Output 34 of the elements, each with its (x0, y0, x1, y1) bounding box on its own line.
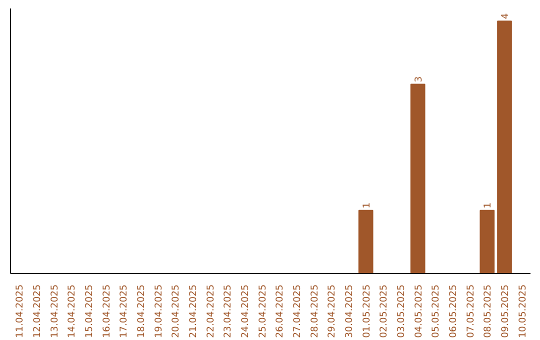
x-tick-label: 09.05.2025 (500, 284, 511, 338)
data-label: 3 (413, 76, 424, 82)
data-label: 1 (361, 202, 372, 208)
x-tick-label: 14.04.2025 (66, 284, 78, 338)
x-tick-label: 22.04.2025 (205, 284, 216, 338)
x-tick-label: 19.04.2025 (153, 284, 164, 338)
x-tick-label: 07.05.2025 (465, 284, 476, 338)
x-tick-label: 03.05.2025 (396, 284, 407, 338)
x-tick-label: 18.04.2025 (136, 284, 147, 338)
x-tick-label: 23.04.2025 (222, 284, 234, 338)
x-tick-label: 27.04.2025 (292, 284, 303, 338)
x-tick-label: 08.05.2025 (482, 284, 494, 338)
x-tick-label: 04.05.2025 (413, 284, 424, 338)
x-tick-label: 02.05.2025 (378, 284, 390, 338)
x-tick-label: 12.04.2025 (32, 284, 43, 338)
x-tick-label: 26.04.2025 (274, 284, 286, 338)
x-tick-label: 16.04.2025 (101, 284, 112, 338)
x-tick-label: 05.05.2025 (430, 284, 442, 338)
x-tick-label: 13.04.2025 (49, 284, 60, 338)
data-label: 1 (482, 202, 494, 208)
x-tick-label: 29.04.2025 (326, 284, 338, 338)
data-label: 4 (500, 13, 511, 20)
x-tick-label: 01.05.2025 (361, 284, 372, 338)
x-tick-label: 17.04.2025 (118, 284, 130, 338)
x-tick-label: 28.04.2025 (309, 284, 320, 338)
x-tick-label: 06.05.2025 (448, 284, 459, 338)
x-tick-label: 15.04.2025 (84, 284, 95, 338)
x-tick-label: 20.04.2025 (170, 284, 182, 338)
x-tick-label: 25.04.2025 (257, 284, 268, 338)
x-tick-label: 11.04.2025 (14, 284, 26, 338)
x-tick-label: 24.04.2025 (240, 284, 251, 338)
x-tick-label: 21.04.2025 (188, 284, 199, 338)
x-tick-label: 10.05.2025 (517, 284, 528, 338)
x-tick-label: 30.04.2025 (344, 284, 355, 338)
